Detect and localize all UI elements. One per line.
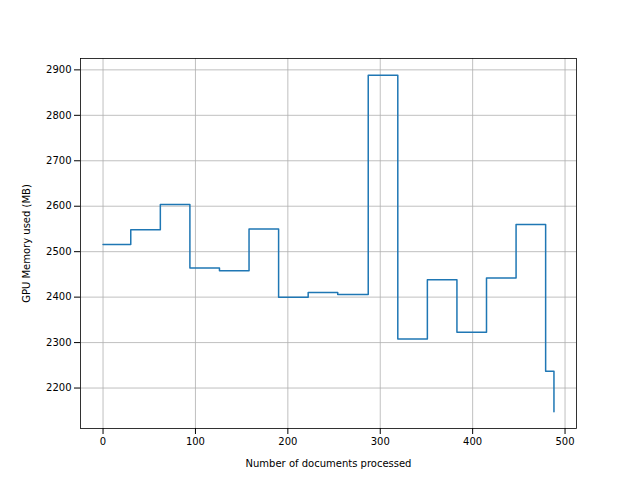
svg-text:2700: 2700 xyxy=(46,155,71,166)
svg-text:2300: 2300 xyxy=(46,337,71,348)
svg-text:100: 100 xyxy=(186,436,205,447)
svg-text:2500: 2500 xyxy=(46,246,71,257)
svg-text:2900: 2900 xyxy=(46,64,71,75)
svg-text:Number of documents processed: Number of documents processed xyxy=(246,458,412,469)
svg-text:200: 200 xyxy=(278,436,297,447)
svg-text:0: 0 xyxy=(100,436,106,447)
svg-text:2200: 2200 xyxy=(46,382,71,393)
svg-text:300: 300 xyxy=(371,436,390,447)
svg-text:GPU Memory used (MB): GPU Memory used (MB) xyxy=(21,184,32,303)
svg-text:2600: 2600 xyxy=(46,200,71,211)
svg-text:400: 400 xyxy=(463,436,482,447)
svg-text:2400: 2400 xyxy=(46,291,71,302)
svg-text:500: 500 xyxy=(555,436,574,447)
svg-text:2800: 2800 xyxy=(46,110,71,121)
